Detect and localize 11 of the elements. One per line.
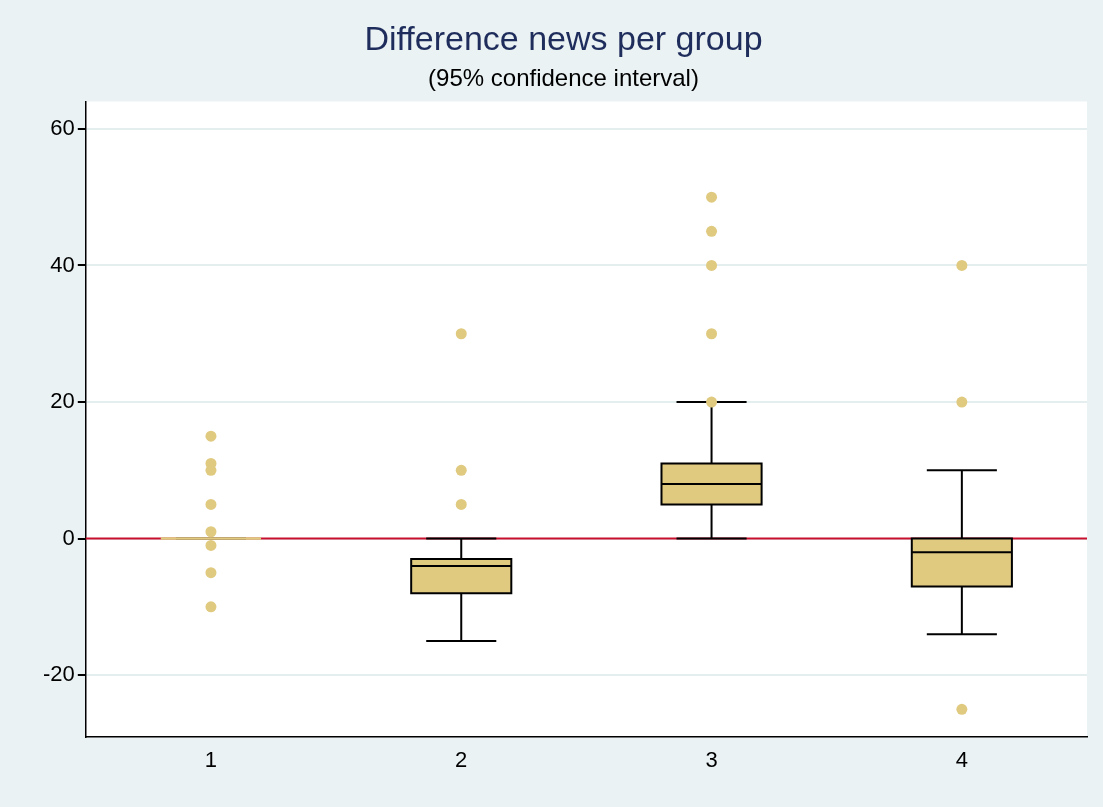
x-tick-label: 1 xyxy=(204,746,218,772)
x-tick-label: 2 xyxy=(455,746,468,772)
chart-subtitle: (95% confidence interval) xyxy=(428,63,699,91)
y-tick-label: 20 xyxy=(50,388,75,414)
chart-title: Difference news per group xyxy=(364,18,763,57)
y-tick-label: 40 xyxy=(50,251,75,277)
x-tick-label: 3 xyxy=(705,746,718,772)
y-tick-label: -20 xyxy=(43,661,75,687)
y-tick-label: 60 xyxy=(50,114,75,140)
x-tick-label: 4 xyxy=(955,746,968,772)
y-tick-label: 0 xyxy=(62,524,75,550)
